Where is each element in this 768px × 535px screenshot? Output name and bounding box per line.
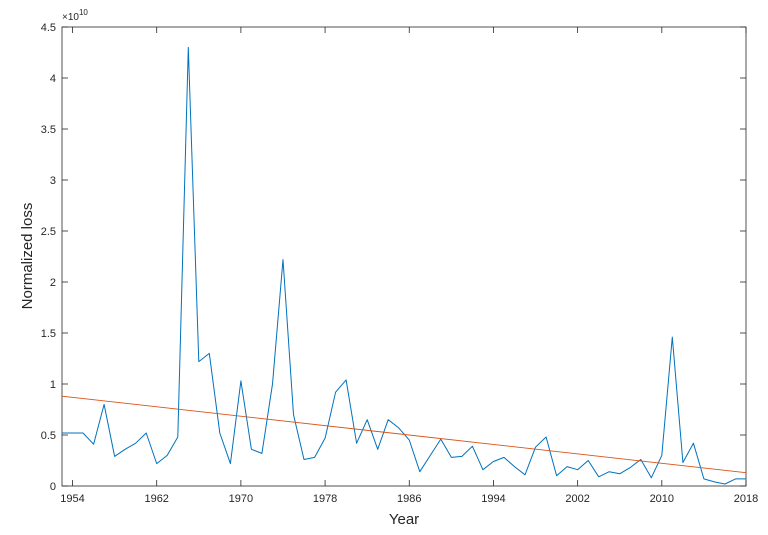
y-tick-label: 0	[50, 481, 56, 493]
x-tick-label: 1978	[313, 493, 337, 505]
series-layer	[61, 46, 747, 485]
y-tick-label: 2.5	[41, 226, 56, 238]
y-axis: 0 0.5 1 1.5 2 2.5 3 3.5 4 4.5	[41, 22, 746, 493]
y-multiplier-base: ×10	[62, 12, 79, 23]
y-tick-label: 4	[50, 73, 56, 85]
y-tick-label: 1.5	[41, 328, 56, 340]
y-multiplier: ×1010	[62, 8, 88, 23]
x-tick-label: 2002	[565, 493, 589, 505]
x-tick-label: 1962	[144, 493, 168, 505]
y-tick-label: 2	[50, 277, 56, 289]
x-tick-label: 1994	[481, 493, 505, 505]
x-tick-label: 1954	[60, 493, 84, 505]
y-tick-label: 3	[50, 175, 56, 187]
y-tick-label: 3.5	[41, 124, 56, 136]
y-tick-label: 4.5	[41, 22, 56, 34]
x-tick-label: 1970	[229, 493, 253, 505]
y-tick-label: 0.5	[41, 430, 56, 442]
x-axis-title: Year	[389, 511, 419, 528]
x-tick-label: 2018	[734, 493, 758, 505]
x-axis: 1954 1962 1970 1978 1986 1994 2002 2010 2018	[60, 27, 758, 505]
y-tick-label: 1	[50, 379, 56, 391]
trend-line	[61, 395, 747, 474]
x-tick-label: 2010	[650, 493, 674, 505]
plot-area	[61, 26, 747, 487]
y-multiplier-exp: 10	[79, 8, 88, 17]
y-axis-title: Normalized loss	[19, 203, 36, 310]
x-tick-label: 1986	[397, 493, 421, 505]
